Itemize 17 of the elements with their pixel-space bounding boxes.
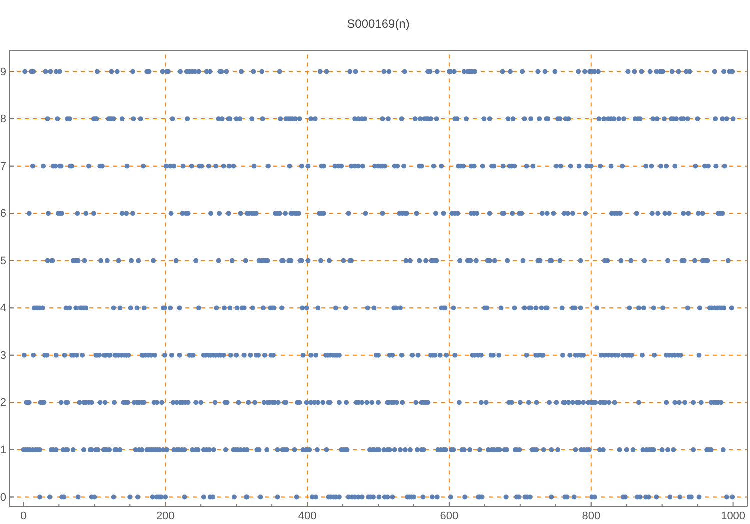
y-tick-label: 5 (0, 255, 6, 268)
x-tick-label: 1000 (721, 510, 746, 523)
y-tick-label: 3 (0, 350, 6, 362)
y-tick-label: 9 (0, 66, 6, 78)
x-tick-label: 600 (440, 510, 459, 523)
y-tick-label: 8 (0, 114, 6, 126)
x-tick-label: 400 (298, 510, 317, 523)
y-tick-label: 0 (0, 492, 6, 504)
x-tick-label: 200 (156, 510, 175, 523)
chart-title: S000169(n) (347, 17, 410, 31)
y-tick-label: 6 (0, 208, 6, 220)
x-tick-label: 0 (20, 510, 27, 523)
x-tick-label: 800 (582, 510, 601, 523)
y-tick-label: 1 (0, 444, 6, 456)
y-tick-label: 2 (0, 397, 6, 410)
y-tick-label: 4 (0, 302, 6, 315)
y-tick-label: 7 (0, 160, 6, 173)
